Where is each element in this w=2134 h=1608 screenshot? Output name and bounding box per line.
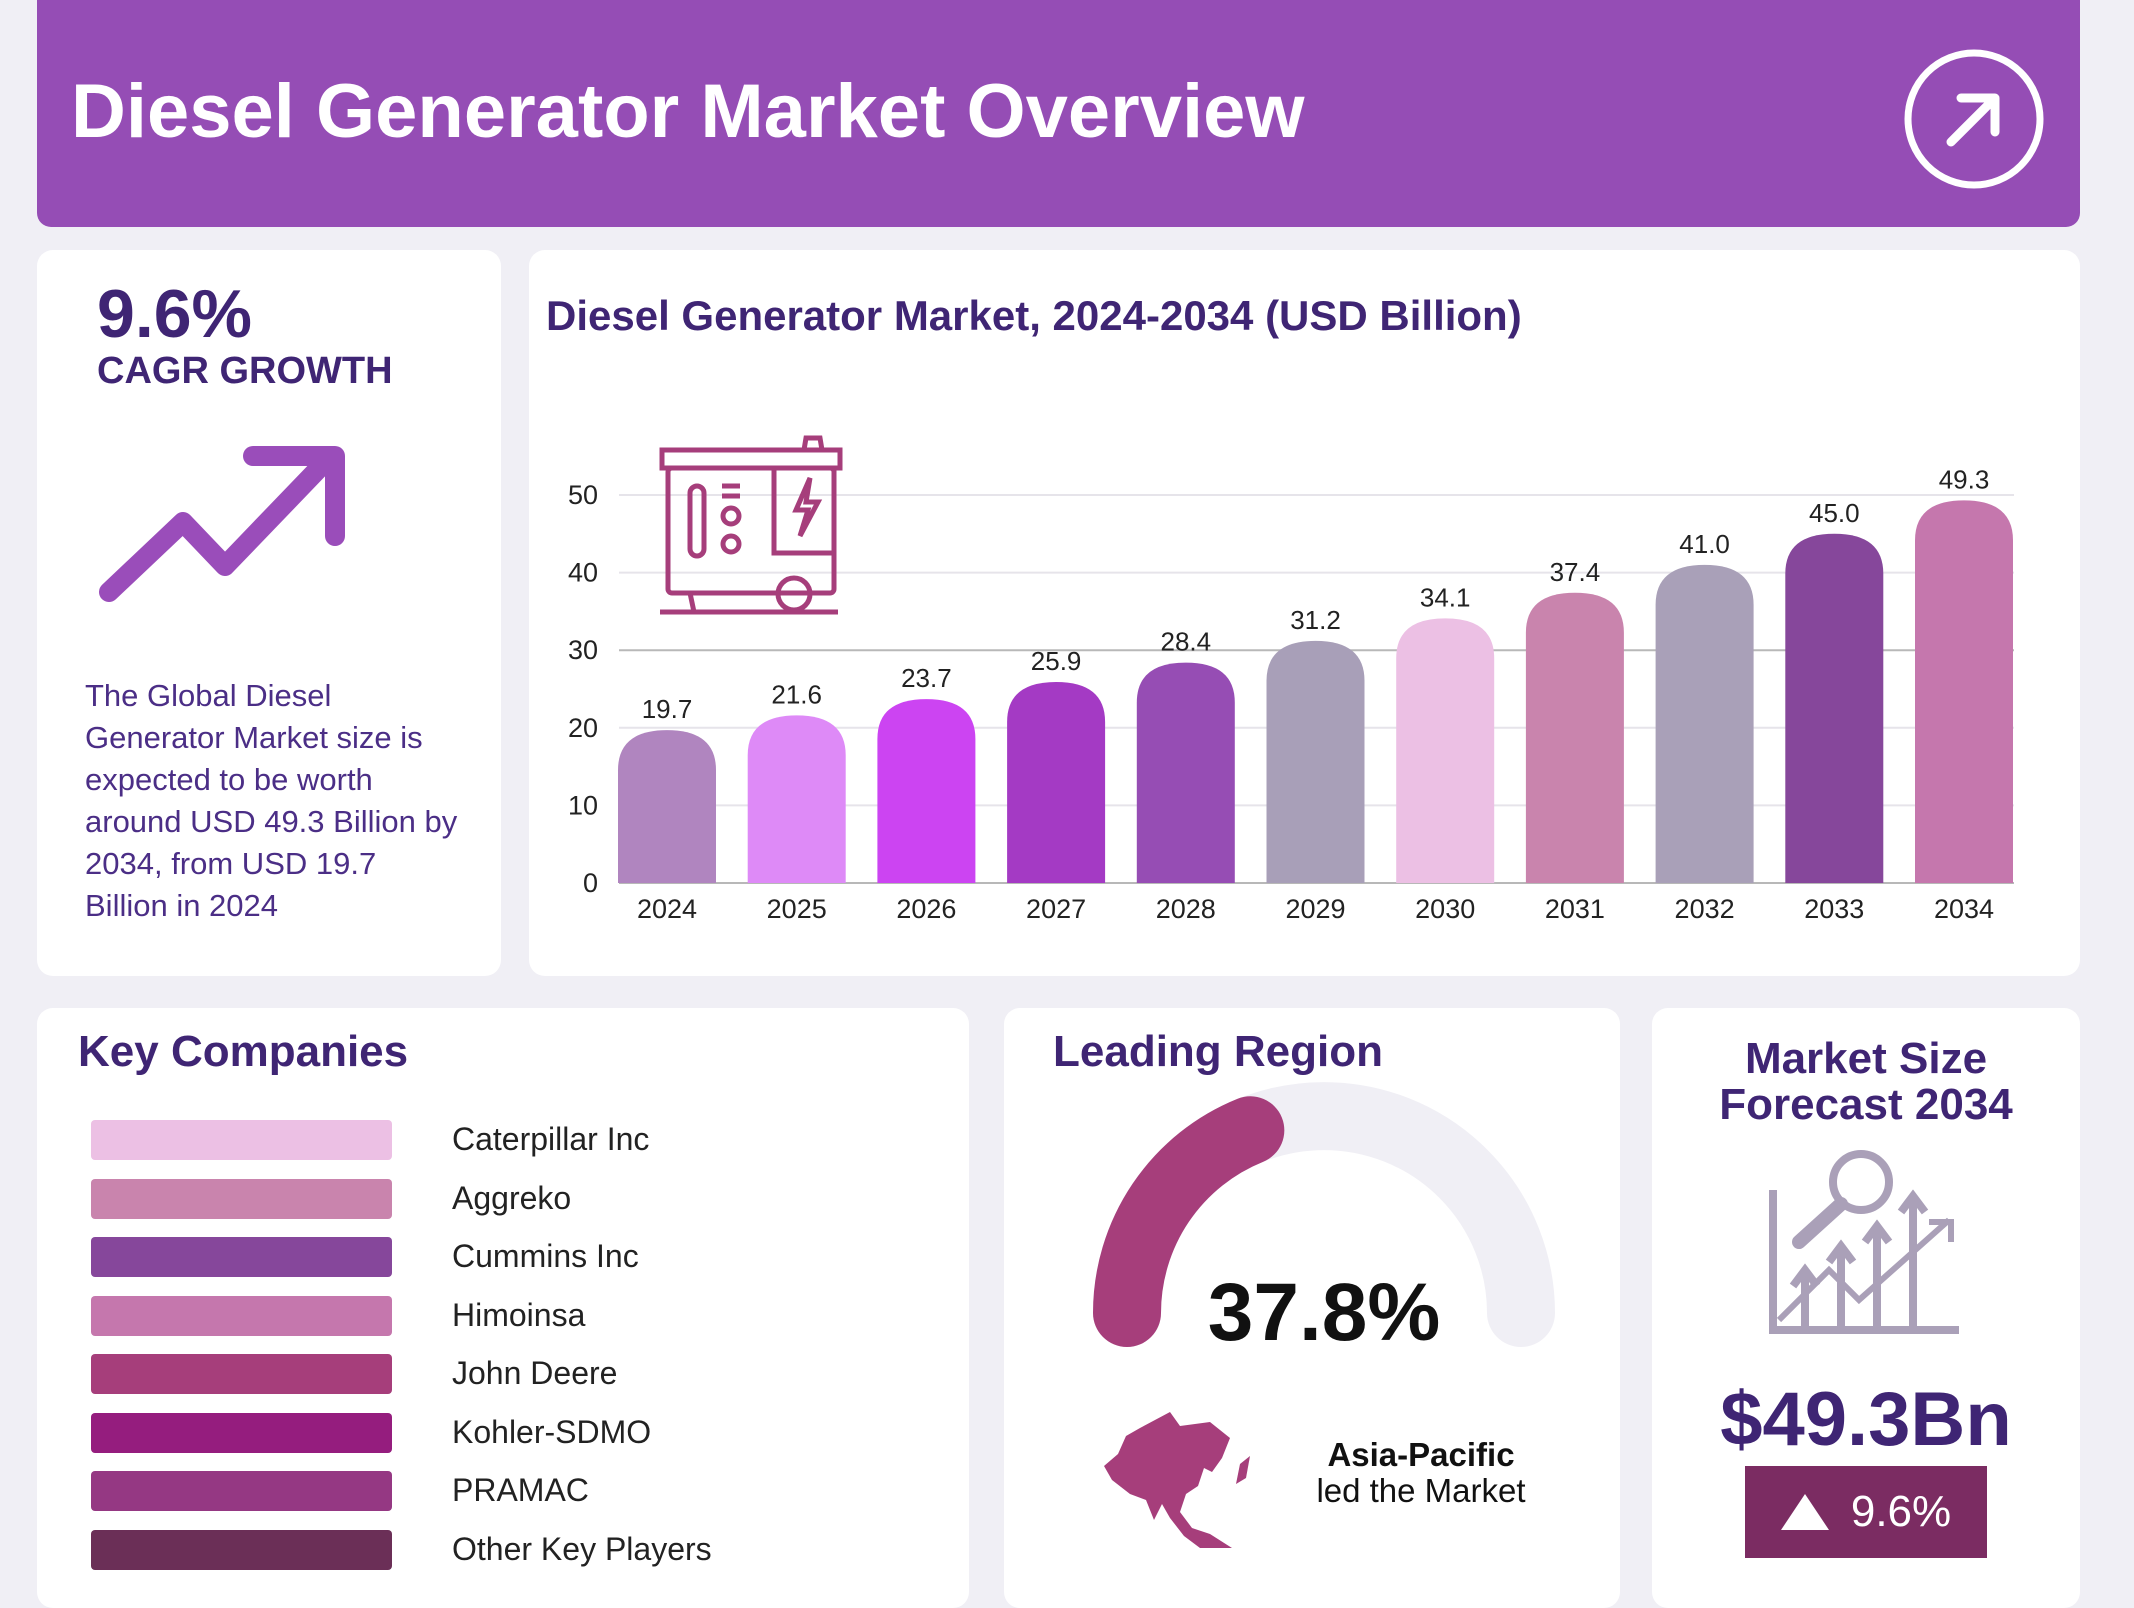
bar-2026 (877, 699, 976, 883)
bar-value-label: 49.3 (1939, 464, 1990, 494)
x-tick-label: 2033 (1804, 894, 1864, 924)
bar-value-label: 31.2 (1290, 605, 1341, 635)
desc-line: Billion in 2024 (85, 888, 279, 923)
cagr-value: 9.6% (97, 276, 252, 352)
x-tick-label: 2034 (1934, 894, 1994, 924)
key-companies-card: Key Companies Caterpillar Inc Aggreko Cumm… (37, 1008, 969, 1608)
growth-value: 9.6% (1850, 1487, 1952, 1536)
x-tick-label: 2026 (896, 894, 956, 924)
bar-value-label: 45.0 (1809, 498, 1860, 528)
bar-chart: 0102030405019.7202421.6202523.7202625.92… (568, 435, 2014, 924)
bar-2031 (1525, 592, 1624, 883)
bar-value-label: 34.1 (1420, 582, 1471, 612)
company-name: Cummins Inc (452, 1238, 639, 1274)
bar-2029 (1266, 640, 1365, 883)
region-gauge (1093, 1082, 1555, 1347)
x-tick-label: 2028 (1156, 894, 1216, 924)
bar-2028 (1136, 662, 1235, 883)
x-tick-label: 2029 (1285, 894, 1345, 924)
company-color-swatch (91, 1471, 392, 1511)
company-color-swatch (91, 1295, 392, 1336)
bar-value-label: 21.6 (771, 679, 822, 709)
forecast-title-1: Market Size (1744, 1034, 1988, 1083)
triangle-up-icon (1780, 1494, 1829, 1530)
forecast-value: $49.3Bn (1720, 1377, 2012, 1462)
trend-up-arrow-icon (99, 446, 345, 602)
y-tick-label: 0 (583, 868, 598, 898)
bar-value-label: 28.4 (1160, 627, 1211, 657)
bar-value-label: 25.9 (1031, 646, 1082, 676)
bar-2030 (1396, 618, 1495, 883)
leading-region-title: Leading Region (1053, 1027, 1383, 1076)
company-name: Himoinsa (452, 1296, 586, 1333)
desc-line: Generator Market size is (85, 720, 423, 755)
x-tick-label: 2024 (637, 894, 697, 924)
bar-value-label: 41.0 (1679, 529, 1730, 559)
y-tick-label: 10 (568, 790, 598, 820)
gauge-value-arc (1093, 1096, 1285, 1347)
y-tick-label: 20 (568, 713, 598, 743)
x-tick-label: 2030 (1415, 894, 1475, 924)
forecast-title-2: Forecast 2034 (1719, 1080, 2013, 1129)
bar-2032 (1655, 564, 1754, 883)
y-tick-label: 50 (568, 480, 598, 510)
company-name: PRAMAC (452, 1472, 589, 1508)
x-tick-label: 2027 (1026, 894, 1086, 924)
company-color-swatch (91, 1412, 392, 1453)
asia-pacific-map-icon (1104, 1412, 1250, 1548)
leading-region-card: Leading Region 37.8% Asia-Pacific led th… (1004, 1008, 1620, 1608)
company-name: Kohler-SDMO (452, 1413, 652, 1450)
cagr-label: CAGR GROWTH (97, 350, 393, 392)
bar-value-label: 19.7 (642, 694, 693, 724)
x-tick-label: 2025 (767, 894, 827, 924)
y-tick-label: 30 (568, 635, 598, 665)
growth-analysis-icon (1769, 1150, 1959, 1334)
company-name: Other Key Players (452, 1530, 712, 1567)
bar-2024 (618, 730, 716, 883)
company-color-swatch (91, 1178, 392, 1219)
page-title: Diesel Generator Market Overview (71, 69, 1305, 154)
desc-line: around USD 49.3 Billion by (85, 804, 458, 839)
growth-badge: 9.6% (1745, 1466, 1987, 1558)
x-tick-label: 2032 (1675, 894, 1735, 924)
desc-line: expected to be worth (85, 762, 373, 797)
region-subtitle: led the Market (1316, 1472, 1526, 1509)
bar-value-label: 37.4 (1550, 557, 1601, 587)
desc-line: The Global Diesel (85, 678, 332, 713)
company-color-swatch (91, 1120, 392, 1160)
bar-value-label: 23.7 (901, 663, 952, 693)
y-tick-label: 40 (568, 558, 598, 588)
company-name: John Deere (452, 1355, 618, 1391)
chart-title: Diesel Generator Market, 2024-2034 (USD … (546, 292, 1522, 339)
arrow-up-right-circle-icon (1904, 49, 2044, 189)
region-name: Asia-Pacific (1327, 1436, 1515, 1473)
x-tick-label: 2031 (1545, 894, 1605, 924)
forecast-card: Market Size Forecast 2034 $49.3Bn 9.6% (1652, 1008, 2080, 1608)
region-share: 37.8% (1207, 1267, 1441, 1358)
cagr-description: The Global Diesel Generator Market size … (85, 675, 457, 927)
desc-line: 2034, from USD 19.7 (85, 846, 377, 881)
company-name: Aggreko (452, 1179, 572, 1216)
company-name: Caterpillar Inc (452, 1121, 650, 1157)
company-color-swatch (91, 1354, 392, 1394)
bar-2025 (747, 715, 846, 883)
bar-2033 (1785, 533, 1884, 883)
cagr-card: 9.6% CAGR GROWTH The Global Diesel Gener… (37, 250, 501, 976)
bar-2027 (1007, 682, 1106, 883)
bar-2034 (1915, 500, 2013, 883)
company-color-swatch (91, 1529, 392, 1570)
generator-icon (659, 435, 843, 615)
key-companies-title: Key Companies (78, 1027, 409, 1076)
company-color-swatch (91, 1237, 392, 1277)
header-banner: Diesel Generator Market Overview (37, 0, 2080, 227)
